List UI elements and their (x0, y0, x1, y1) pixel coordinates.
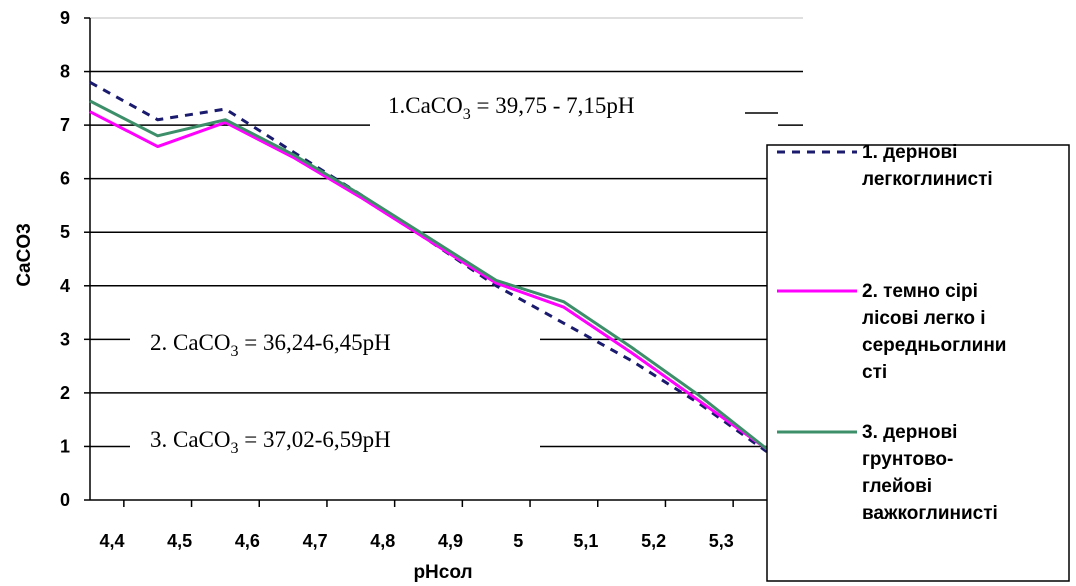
y-tick-label: 3 (60, 329, 70, 349)
equation-label: 3. CaCO3 = 37,02-6,59pH (150, 427, 391, 457)
x-tick-label: 4,6 (235, 531, 260, 551)
legend-label-2: лісові легко і (862, 308, 985, 329)
x-tick-label: 5,1 (573, 531, 598, 551)
equation-label: 2. CaCO3 = 36,24-6,45pH (150, 330, 391, 360)
gridlines (90, 17, 803, 448)
series-line-3 (89, 99, 768, 451)
series-line-2 (89, 110, 768, 451)
series-line-1 (89, 80, 768, 454)
legend-box (766, 144, 1070, 582)
legend-label-3: 3. дернові (862, 422, 957, 443)
x-axis-label: pHсол (413, 562, 472, 583)
y-tick-label: 8 (60, 62, 70, 82)
y-tick-label: 7 (60, 115, 70, 135)
x-tick-labels: 4,44,54,64,74,84,955,15,25,35,4 (99, 531, 801, 551)
legend-label-2: сті (862, 362, 887, 383)
x-tick-label: 4,5 (167, 531, 192, 551)
y-tick-label: 1 (60, 436, 70, 456)
x-tick-label: 4,8 (370, 531, 395, 551)
legend-label-3: глейові (862, 476, 932, 497)
equation-backdrop (130, 419, 540, 461)
equation-backdrop (370, 86, 778, 128)
equation-label: 1.CaCO3 = 39,75 - 7,15pH (388, 93, 635, 123)
y-axis-label: CaCO3 (14, 223, 35, 286)
equation-annotations: 1.CaCO3 = 39,75 - 7,15pH 2. CaCO3 = 36,24… (130, 86, 778, 461)
x-tick-label: 4,7 (303, 531, 328, 551)
legend-label-1: 1. дернові (862, 142, 957, 163)
axes (84, 17, 803, 507)
y-tick-label: 5 (60, 222, 70, 242)
legend-label-2: 2. темно сірі (862, 281, 978, 302)
y-tick-label: 9 (60, 8, 70, 28)
legend-label-3: важкоглинисті (862, 503, 998, 524)
y-tick-label: 6 (60, 169, 70, 189)
series-lines (89, 80, 768, 454)
legend: 1. дернові легкоглинисті 2. темно сірі лісо… (766, 142, 1070, 582)
y-tick-label: 0 (60, 490, 70, 510)
x-tick-label: 4,4 (99, 531, 124, 551)
y-tick-labels: 0 1 2 3 4 5 6 7 8 9 (60, 8, 70, 510)
legend-label-2: середньоглини (862, 335, 1006, 356)
x-tick-label: 5,3 (709, 531, 734, 551)
y-tick-label: 4 (60, 276, 70, 296)
x-tick-label: 5,2 (641, 531, 666, 551)
x-tick-label: 5 (513, 531, 523, 551)
equation-backdrop (130, 322, 540, 364)
y-tick-label: 2 (60, 383, 70, 403)
x-tick-label: 4,9 (438, 531, 463, 551)
legend-label-3: грунтово- (862, 449, 953, 470)
legend-label-1: легкоглинисті (862, 169, 993, 190)
